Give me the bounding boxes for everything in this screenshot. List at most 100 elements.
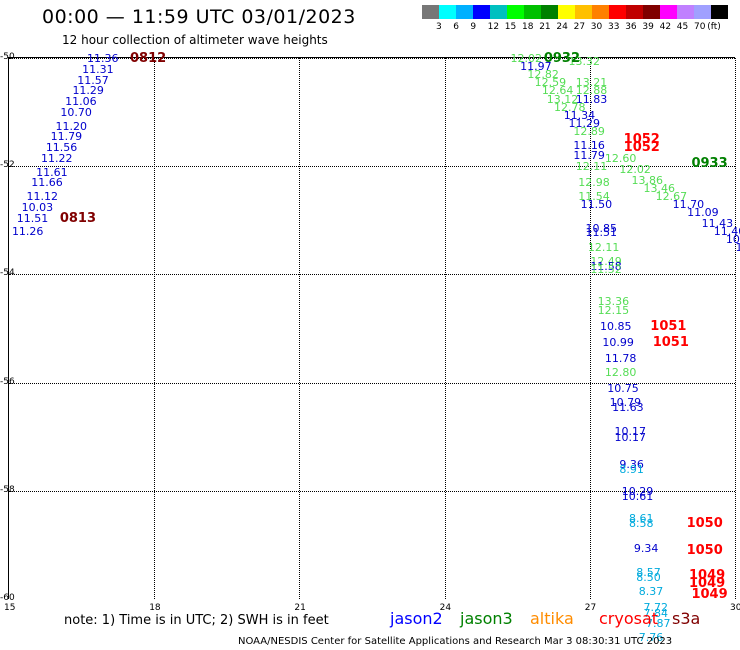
- grid-line-horizontal: [9, 166, 735, 168]
- y-tick-label: -60: [0, 593, 15, 603]
- grid-line-vertical: [589, 58, 591, 599]
- swh-value-label: 12.80: [604, 365, 637, 379]
- swh-value-label: 11.22: [40, 152, 73, 166]
- color-scale-swatch: [592, 5, 609, 19]
- color-scale-swatch: [694, 5, 711, 19]
- swh-value-label: 12.02: [619, 162, 651, 176]
- color-scale-swatch: [439, 5, 456, 19]
- swh-value-label: 10.03: [21, 200, 54, 214]
- color-scale-label: 36: [625, 22, 637, 32]
- color-scale-label: 9: [470, 22, 477, 32]
- color-scale-swatch: [626, 5, 643, 19]
- y-tick-label: -56: [0, 376, 15, 387]
- color-scale-swatch: [711, 5, 728, 19]
- color-scale-swatch: [422, 5, 439, 19]
- grid-line-horizontal: [9, 274, 735, 276]
- color-scale-swatch: [575, 5, 592, 19]
- swh-value-label: 12.98: [578, 176, 610, 190]
- color-scale-label: 70: [694, 22, 706, 32]
- swh-value-label: 10.75: [607, 382, 639, 395]
- grid-line-horizontal: [9, 490, 735, 492]
- swh-value-label: 8.61: [629, 511, 654, 525]
- swh-value-label: 11: [735, 241, 740, 255]
- swh-value-label: 11.51: [585, 226, 617, 240]
- swh-value-label: 11.12: [26, 189, 58, 203]
- color-scale-label: 30: [590, 22, 603, 32]
- swh-value-label: 11.97: [520, 60, 552, 74]
- color-scale-label: (ft): [707, 22, 721, 32]
- grid-line-vertical: [735, 58, 736, 599]
- pass-time-label: 1052: [623, 132, 660, 148]
- swh-value-label: 7.84: [643, 606, 669, 620]
- color-scale-label: 3: [436, 22, 442, 32]
- swh-value-label: 9.36: [619, 457, 644, 471]
- grid-line-horizontal: [9, 382, 735, 384]
- pass-time-label: 1050: [686, 543, 723, 559]
- grid-line-vertical: [299, 58, 301, 599]
- swh-value-label: 8.57: [636, 565, 661, 579]
- color-scale-swatch: [524, 5, 541, 19]
- x-tick-label: 30: [730, 603, 740, 613]
- x-tick-label: 21: [294, 603, 306, 613]
- swh-value-label: 13.46: [643, 181, 676, 195]
- swh-value-label: 12.88: [575, 84, 608, 98]
- y-tick-label: -52: [0, 160, 15, 171]
- swh-value-label: 10.9: [725, 233, 740, 247]
- color-scale-label: 24: [556, 22, 568, 32]
- swh-value-label: 13.36: [597, 295, 630, 309]
- color-scale: [422, 5, 728, 19]
- color-scale-swatch: [558, 5, 575, 19]
- swh-value-label: 11.79: [50, 130, 83, 144]
- color-scale-label: 42: [659, 22, 672, 32]
- pass-time-label: 1051: [652, 335, 689, 351]
- swh-value-label: 11.51: [16, 211, 49, 225]
- color-scale-swatch: [456, 5, 473, 19]
- swh-value-label: 11.29: [72, 84, 104, 98]
- swh-value-label: 10.70: [60, 106, 92, 120]
- swh-value-label: 12.64: [541, 84, 574, 98]
- swh-value-label: 11.78: [604, 352, 637, 366]
- color-scale-label: 15: [504, 22, 517, 32]
- footnote: note: 1) Time is in UTC; 2) SWH is in fe…: [64, 613, 329, 628]
- swh-value-label: 10.61: [621, 490, 654, 504]
- x-tick-label: 24: [439, 603, 452, 613]
- pass-time-label: 1051: [650, 318, 687, 334]
- color-scale-swatch: [490, 5, 507, 19]
- pass-time-label: 0933: [691, 156, 728, 172]
- color-scale-label: 33: [608, 22, 620, 32]
- swh-value-label: 13.32: [568, 54, 601, 68]
- x-tick-label: 18: [149, 603, 161, 613]
- swh-value-label: 7.72: [643, 601, 669, 615]
- swh-value-label: 10.99: [602, 336, 634, 350]
- swh-value-label: 11.16: [573, 138, 605, 152]
- swh-value-label: 12.89: [573, 125, 605, 139]
- pass-time-label: 0932: [543, 51, 580, 66]
- color-scale-label: 18: [522, 22, 534, 32]
- swh-value-label: 11.31: [82, 62, 114, 76]
- swh-value-label: 11.66: [31, 176, 63, 190]
- swh-value-label: 11.09: [687, 206, 719, 220]
- grid-line-vertical: [154, 58, 156, 599]
- swh-value-label: 8.50: [636, 571, 661, 585]
- swh-value-label: 12.49: [590, 254, 622, 268]
- color-scale-swatch: [541, 5, 558, 19]
- swh-value-label: 11.29: [568, 116, 601, 130]
- swh-value-label: 11.50: [580, 198, 613, 212]
- color-scale-swatch: [473, 5, 490, 19]
- color-scale-label: 6: [453, 22, 459, 32]
- color-scale-swatch: [507, 5, 524, 19]
- swh-value-label: 10.17: [614, 425, 647, 439]
- swh-value-label: 13.12: [546, 92, 579, 106]
- y-tick-label: -54: [0, 268, 15, 279]
- pass-time-label: 1052: [623, 140, 660, 156]
- swh-value-label: 12.11: [575, 160, 608, 174]
- swh-value-label: 12.11: [587, 241, 620, 255]
- swh-value-label: 8.58: [629, 517, 654, 531]
- legend-item-s3a: s3a: [672, 609, 701, 628]
- pass-time-label: 0813: [59, 210, 96, 226]
- legend-item-cryosat: cryosat: [599, 609, 659, 628]
- pass-time-label: 1049: [691, 586, 728, 602]
- y-tick-label: -50: [0, 52, 15, 62]
- credit-footer: NOAA/NESDIS Center for Satellite Applica…: [238, 636, 673, 647]
